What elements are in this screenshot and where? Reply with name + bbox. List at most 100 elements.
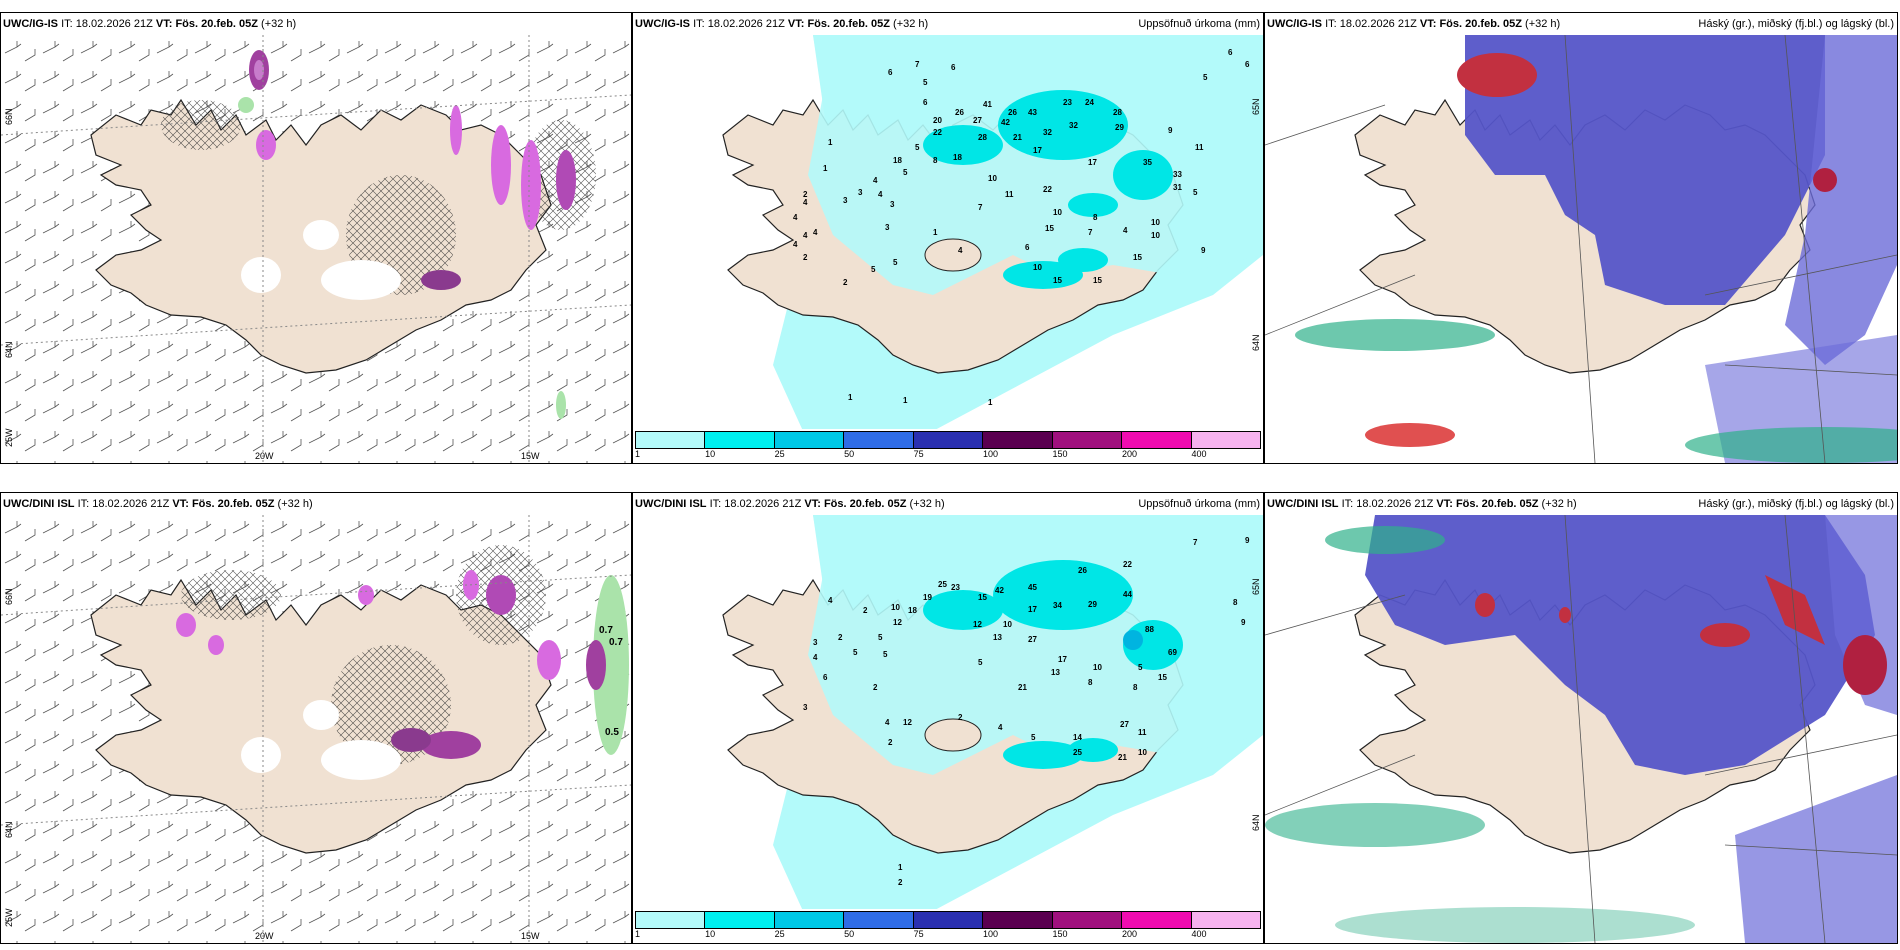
precip-value: 22 xyxy=(933,128,942,137)
precip-value: 26 xyxy=(1078,566,1087,575)
legend-swatch xyxy=(1122,912,1192,928)
precip-value: 1 xyxy=(898,863,903,872)
legend-swatch xyxy=(844,432,914,448)
panel-title: Uppsöfnuð úrkoma (mm) xyxy=(1138,18,1260,30)
precip-value: 4 xyxy=(793,213,798,222)
precip-value: 15 xyxy=(1045,224,1054,233)
precip-value: 15 xyxy=(978,593,987,602)
legend-tick: 150 xyxy=(1052,449,1068,459)
model-name: UWC/IG-IS xyxy=(1267,18,1322,30)
panel-header: UWC/IG-IS IT: 18.02.2026 21Z VT: Fös. 20… xyxy=(633,13,1263,35)
precip-value: 1 xyxy=(823,164,828,173)
precip-value: 22 xyxy=(1043,185,1052,194)
model-name: UWC/IG-IS xyxy=(3,18,58,30)
precip-value: 9 xyxy=(1241,618,1246,627)
legend-swatch xyxy=(983,432,1053,448)
precip-value: 3 xyxy=(858,188,863,197)
snow-value: 0.7 xyxy=(599,625,613,636)
vt-label: VT: xyxy=(155,18,173,30)
precip-value: 45 xyxy=(1028,583,1037,592)
legend-swatch xyxy=(1052,432,1123,448)
cloud-map xyxy=(1265,515,1897,943)
precip-value: 18 xyxy=(953,153,962,162)
precip-value: 4 xyxy=(873,176,878,185)
vt-label: VT: xyxy=(172,498,189,510)
it-value: 18.02.2026 21Z xyxy=(724,498,802,510)
precip-value: 27 xyxy=(973,116,982,125)
snow-value: 0.5 xyxy=(605,727,619,738)
forecast-offset: (+32 h) xyxy=(893,18,929,30)
precip-value: 41 xyxy=(983,100,992,109)
forecast-offset: (+32 h) xyxy=(261,18,297,30)
vt-label: VT: xyxy=(804,498,821,510)
precip-value: 5 xyxy=(893,258,898,267)
precip-value: 1 xyxy=(828,138,833,147)
panel-header: UWC/DINI ISL IT: 18.02.2026 21Z VT: Fös.… xyxy=(633,493,1263,515)
precip-value: 12 xyxy=(893,618,902,627)
lat-label-65n: 65N xyxy=(1251,98,1261,115)
precip-value: 2 xyxy=(958,713,963,722)
lon-label-20w: 20W xyxy=(255,451,274,461)
lat-label-66n: 66N xyxy=(4,108,14,125)
precip-value: 5 xyxy=(1138,663,1143,672)
forecast-offset: (+32 h) xyxy=(909,498,945,510)
legend-tick: 400 xyxy=(1191,929,1207,939)
model-name: UWC/IG-IS xyxy=(635,18,690,30)
legend-tick: 75 xyxy=(913,449,924,459)
precip-color-legend: 1 10 25 50 75 100 150 200 400 xyxy=(633,909,1263,943)
precip-value: 1 xyxy=(933,228,938,237)
precip-value: 4 xyxy=(803,231,808,240)
precip-value: 9 xyxy=(1201,246,1206,255)
precip-value: 17 xyxy=(1058,655,1067,664)
legend-swatch xyxy=(705,432,775,448)
vt-value: Fös. 20.feb. 05Z xyxy=(1455,498,1539,510)
it-value: 18.02.2026 21Z xyxy=(75,18,153,30)
map-panel-ig-clouds: UWC/IG-IS IT: 18.02.2026 21Z VT: Fös. 20… xyxy=(1264,12,1898,464)
precip-value: 26 xyxy=(1008,108,1017,117)
precip-value: 10 xyxy=(1151,231,1160,240)
legend-swatch xyxy=(636,432,706,448)
precip-value: 11 xyxy=(1195,143,1204,152)
precip-value: 32 xyxy=(1069,121,1078,130)
lat-label-65n: 65N xyxy=(1251,578,1261,595)
legend-swatch xyxy=(636,912,706,928)
precip-value: 4 xyxy=(1123,226,1128,235)
precip-value: 11 xyxy=(1138,728,1147,737)
legend-tick: 1 xyxy=(635,929,641,939)
precip-value-labels: 6 7 6 6 6 5 1 2 4 3 6 4 5 20 26 22 27 28… xyxy=(793,48,1250,407)
legend-tick: 50 xyxy=(844,449,855,459)
precip-value: 27 xyxy=(1028,635,1037,644)
legend-swatch xyxy=(1122,432,1192,448)
precip-value: 20 xyxy=(933,116,942,125)
legend-tick: 25 xyxy=(774,929,785,939)
precip-value: 8 xyxy=(1233,598,1238,607)
legend-tick: 50 xyxy=(844,929,855,939)
precip-value: 4 xyxy=(793,240,798,249)
vt-label: VT: xyxy=(1436,498,1453,510)
legend-tick: 25 xyxy=(774,449,785,459)
precip-value: 5 xyxy=(878,633,883,642)
legend-swatch xyxy=(774,912,845,928)
vt-label: VT: xyxy=(787,18,805,30)
precip-value: 15 xyxy=(1133,253,1142,262)
legend-tick: 10 xyxy=(705,449,716,459)
it-label: IT: xyxy=(709,498,722,510)
precip-value: 21 xyxy=(1013,133,1022,142)
precip-value: 2 xyxy=(888,738,893,747)
precip-value: 3 xyxy=(885,223,890,232)
precip-color-legend: 1 10 25 50 75 100 150 200 400 xyxy=(633,429,1263,463)
map-panel-dini-wind-snow: UWC/DINI ISL IT: 18.02.2026 21Z VT: Fös.… xyxy=(0,492,632,944)
model-name: UWC/DINI ISL xyxy=(1267,498,1339,510)
precip-value: 5 xyxy=(1203,73,1208,82)
precip-value: 42 xyxy=(995,586,1004,595)
precip-value: 6 xyxy=(888,68,893,77)
legend-tick: 200 xyxy=(1122,449,1138,459)
precip-value: 9 xyxy=(1245,536,1250,545)
precip-value: 8 xyxy=(933,156,938,165)
precip-value: 88 xyxy=(1145,625,1154,634)
precip-value: 5 xyxy=(978,658,983,667)
legend-swatch xyxy=(913,912,984,928)
precip-value: 15 xyxy=(1158,673,1167,682)
precip-value: 2 xyxy=(838,633,843,642)
precip-value: 5 xyxy=(1031,733,1036,742)
